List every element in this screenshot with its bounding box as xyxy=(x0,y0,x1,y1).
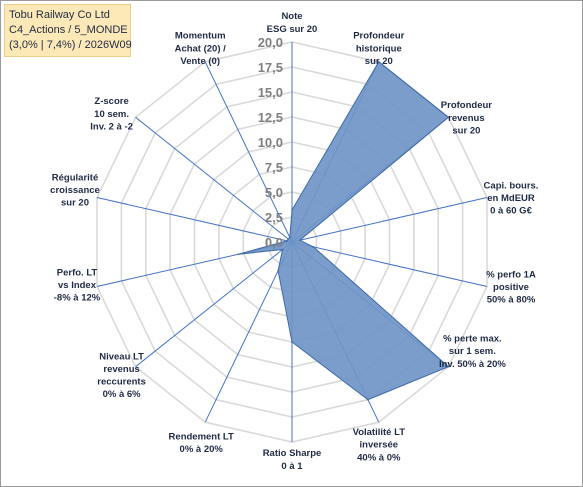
axis-label-line: Momentum xyxy=(175,31,226,42)
axis-label: % perte max. sur 1 sem. Inv. 50% à 20% xyxy=(439,334,506,370)
axis-spoke xyxy=(291,241,488,287)
tick-label: 10,0 xyxy=(258,135,283,150)
axis-label-line: en MdEUR xyxy=(487,193,535,204)
axis-label-line: sur 20 xyxy=(61,198,89,209)
axis-label-line: Capi. bours. xyxy=(484,180,539,191)
axis-label-line: revenus xyxy=(448,113,484,124)
axis-label: Momentum Achat (20) / Vente (0) xyxy=(175,31,227,67)
tick-label: 5,0 xyxy=(265,185,283,200)
data-point xyxy=(447,116,450,119)
axis-label-line: sur 20 xyxy=(452,125,480,136)
chart-title-box: Tobu Railway Co Ltd C4_Actions / 5_MONDE… xyxy=(4,4,132,57)
axis-label-line: Achat (20) / xyxy=(175,43,227,54)
data-point xyxy=(289,236,291,239)
axis-label-line: historique xyxy=(356,43,402,54)
axis-label-line: Ratio Sharpe xyxy=(263,448,322,459)
axis-label: Volatilité LT inversée 40% à 0% xyxy=(353,427,406,463)
data-point xyxy=(291,209,293,211)
axis-spoke xyxy=(135,241,293,368)
tick-label: 2,5 xyxy=(265,210,283,225)
axis-label: Profondeur historique sur 20 xyxy=(353,31,404,67)
axis-label-line: revenus xyxy=(103,364,139,375)
axis-label-line: 0 à 60 G€ xyxy=(490,206,532,217)
axis-spoke xyxy=(204,241,293,423)
axis-label: Z-score 10 sem. Inv. 2 à -2 xyxy=(90,96,133,132)
data-point xyxy=(367,398,369,401)
tick-label: 17,5 xyxy=(258,60,283,75)
axis-label-line: ESG sur 20 xyxy=(267,24,318,35)
axis-label-line: Inv. 2 à -2 xyxy=(90,121,133,132)
axis-label-line: Profondeur xyxy=(353,31,404,42)
axis-label-line: Niveau LT xyxy=(99,351,144,362)
axis-label-line: positive xyxy=(493,282,529,293)
axis-label-line: % perte max. xyxy=(443,334,502,345)
axis-spoke xyxy=(291,197,488,243)
axis-label-line: vs Index xyxy=(58,280,97,291)
company-name: Tobu Railway Co Ltd xyxy=(9,9,110,21)
tick-label: 20,0 xyxy=(258,35,283,50)
axis-spoke xyxy=(96,197,293,243)
axis-label-line: Note xyxy=(281,11,302,22)
allocation-week: (3,0% | 7,4%) / 2026W09 xyxy=(9,39,132,51)
axis-spoke xyxy=(204,61,293,243)
axis-label: Niveau LT revenus reccurents 0% à 6% xyxy=(97,351,146,400)
data-point xyxy=(281,248,284,251)
tick-label: 7,5 xyxy=(265,160,283,175)
axis-label-line: Rendement LT xyxy=(169,431,234,442)
radar-series xyxy=(237,61,450,401)
data-point xyxy=(277,270,279,272)
axis-label-line: sur 20 xyxy=(365,56,393,67)
axis-label-line: Volatilité LT xyxy=(353,427,406,438)
axis-label-line: inversée xyxy=(360,440,399,451)
axis-spoke xyxy=(135,116,293,243)
axis-label: Capi. bours. en MdEUR 0 à 60 G€ xyxy=(484,180,539,216)
data-point xyxy=(312,246,315,248)
axis-label-line: reccurents xyxy=(97,377,146,388)
axis-label-line: 40% à 0% xyxy=(357,452,401,463)
data-point xyxy=(291,341,293,343)
axis-label-line: 10 sem. xyxy=(94,109,129,120)
data-point xyxy=(286,240,288,242)
portfolio-category: C4_Actions / 5_MONDE xyxy=(9,24,128,36)
axis-label: Rendement LT 0% à 20% xyxy=(169,431,234,455)
radial-tick-labels: 0,0 2,5 5,0 7,5 10,0 12,5 15,0 17,5 20,0 xyxy=(258,35,283,250)
axis-label: % perfo 1A positive 50% à 80% xyxy=(486,269,536,305)
axis-label-line: Perfo. LT xyxy=(57,267,98,278)
axis-label-line: Vente (0) xyxy=(180,56,220,67)
axis-label-line: 0 à 1 xyxy=(281,461,303,472)
axis-label-line: -8% à 12% xyxy=(54,293,101,304)
axis-label-line: 0% à 20% xyxy=(180,444,224,455)
axis-label-line: croissance xyxy=(50,185,100,196)
data-point xyxy=(378,61,380,63)
axis-label-line: % perfo 1A xyxy=(486,269,536,280)
axis-label-line: 50% à 80% xyxy=(487,295,536,306)
axis-label-line: Régularité xyxy=(52,172,98,183)
axis-label: Régularité croissance sur 20 xyxy=(50,172,100,208)
axis-label-line: 0% à 6% xyxy=(103,389,142,400)
tick-label: 0,0 xyxy=(265,235,283,250)
axis-label-line: sur 1 sem. xyxy=(449,346,496,357)
tick-label: 15,0 xyxy=(258,85,283,100)
axis-label: Ratio Sharpe 0 à 1 xyxy=(263,448,322,472)
axis-label-line: Profondeur xyxy=(441,100,492,111)
data-point xyxy=(287,238,289,240)
axis-label: Profondeur revenus sur 20 xyxy=(441,100,492,136)
data-point xyxy=(299,239,301,241)
data-point xyxy=(237,253,240,255)
axis-label: Perfo. LT vs Index -8% à 12% xyxy=(54,267,101,303)
axis-label: Note ESG sur 20 xyxy=(267,11,318,35)
axis-label-line: Inv. 50% à 20% xyxy=(439,359,506,370)
axis-label-line: Z-score xyxy=(94,96,128,107)
tick-label: 12,5 xyxy=(258,110,283,125)
data-point xyxy=(447,365,450,368)
